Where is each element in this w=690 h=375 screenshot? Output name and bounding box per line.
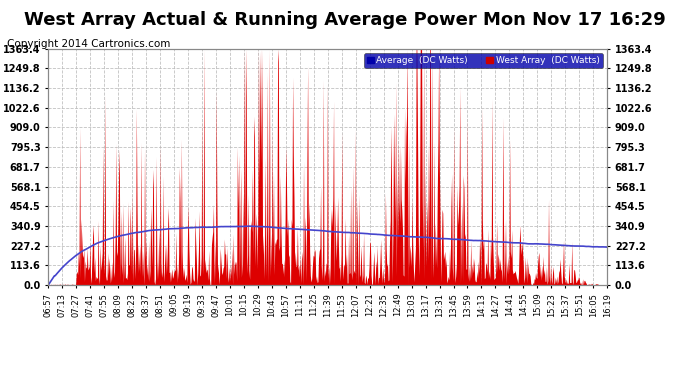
Legend: Average  (DC Watts), West Array  (DC Watts): Average (DC Watts), West Array (DC Watts… xyxy=(364,53,602,68)
Text: West Array Actual & Running Average Power Mon Nov 17 16:29: West Array Actual & Running Average Powe… xyxy=(24,11,666,29)
Text: Copyright 2014 Cartronics.com: Copyright 2014 Cartronics.com xyxy=(7,39,170,50)
